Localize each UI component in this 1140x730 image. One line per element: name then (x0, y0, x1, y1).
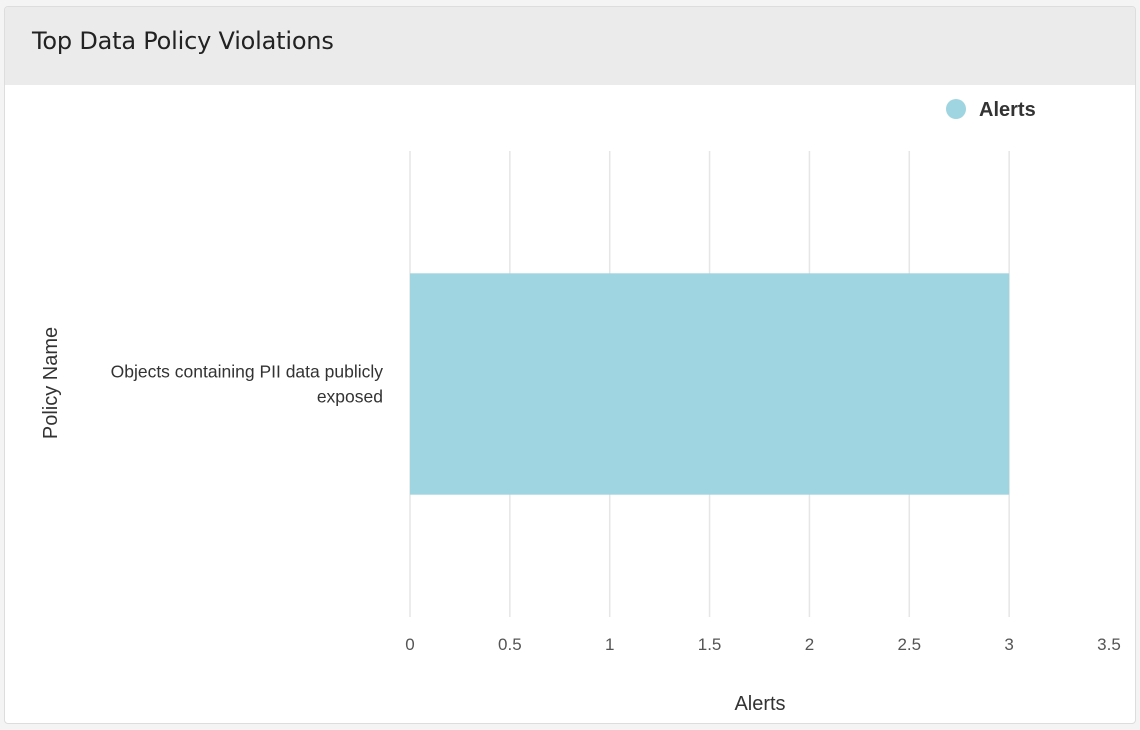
x-tick-label: 0.5 (498, 635, 522, 654)
x-tick-label: 2.5 (897, 635, 921, 654)
x-tick-label: 2 (805, 635, 814, 654)
card-title: Top Data Policy Violations (32, 27, 334, 55)
category-label: exposed (317, 387, 383, 407)
legend[interactable]: Alerts (946, 99, 1036, 121)
x-tick-label: 0 (405, 635, 414, 654)
y-axis-categories: Objects containing PII data publicly expo… (111, 362, 384, 407)
card-header: Top Data Policy Violations (5, 7, 1135, 85)
legend-marker-alerts (946, 99, 966, 119)
x-tick-label: 1.5 (698, 635, 722, 654)
x-axis-title: Alerts (734, 693, 785, 715)
bar-chart: 0 0.5 1 1.5 2 2.5 3 3.5 Objects containing PII … (40, 99, 1121, 715)
bars (410, 273, 1010, 495)
x-axis-ticks: 0 0.5 1 1.5 2 2.5 3 3.5 (405, 635, 1121, 654)
x-tick-label: 1 (605, 635, 614, 654)
chart-card: Top Data Policy Violations 0 0.5 1 1.5 2 2.5 3… (4, 6, 1136, 724)
category-label: Objects containing PII data publicly (111, 362, 384, 382)
bar[interactable] (410, 273, 1010, 495)
x-tick-label: 3.5 (1097, 635, 1121, 654)
legend-label-alerts: Alerts (979, 99, 1036, 121)
x-tick-label: 3 (1004, 635, 1013, 654)
y-axis-title: Policy Name (40, 327, 62, 439)
